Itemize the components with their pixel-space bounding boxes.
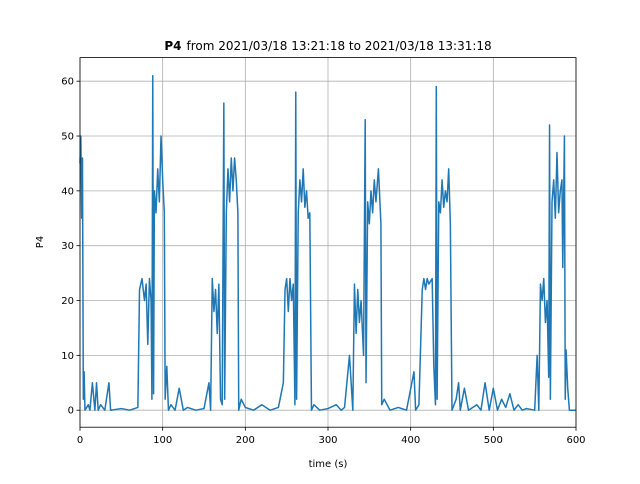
y-tick-label: 50 [61, 132, 74, 143]
y-tick-label: 30 [61, 241, 74, 252]
x-tick-label: 0 [77, 435, 83, 446]
y-axis-label: P4 [35, 236, 46, 248]
y-tick-label: 40 [61, 186, 74, 197]
y-tick-label: 0 [68, 406, 74, 417]
y-tick-label: 10 [61, 351, 74, 362]
chart-title: P4 from 2021/03/18 13:21:18 to 2021/03/18… [164, 39, 491, 53]
title-rest: from 2021/03/18 13:21:18 to 2021/03/18 1… [186, 39, 491, 53]
data-line [79, 74, 576, 411]
plot-frame [79, 57, 577, 428]
x-tick-label: 100 [153, 435, 172, 446]
x-tick-label: 600 [566, 435, 585, 446]
x-tick-label: 200 [236, 435, 255, 446]
x-tick-label: 500 [484, 435, 503, 446]
y-tick-label: 60 [61, 77, 74, 88]
x-tick-label: 300 [318, 435, 337, 446]
y-tick-label: 20 [61, 296, 74, 307]
x-tick-label: 400 [401, 435, 420, 446]
x-axis-label: time (s) [309, 459, 348, 470]
title-bold: P4 [164, 39, 181, 53]
